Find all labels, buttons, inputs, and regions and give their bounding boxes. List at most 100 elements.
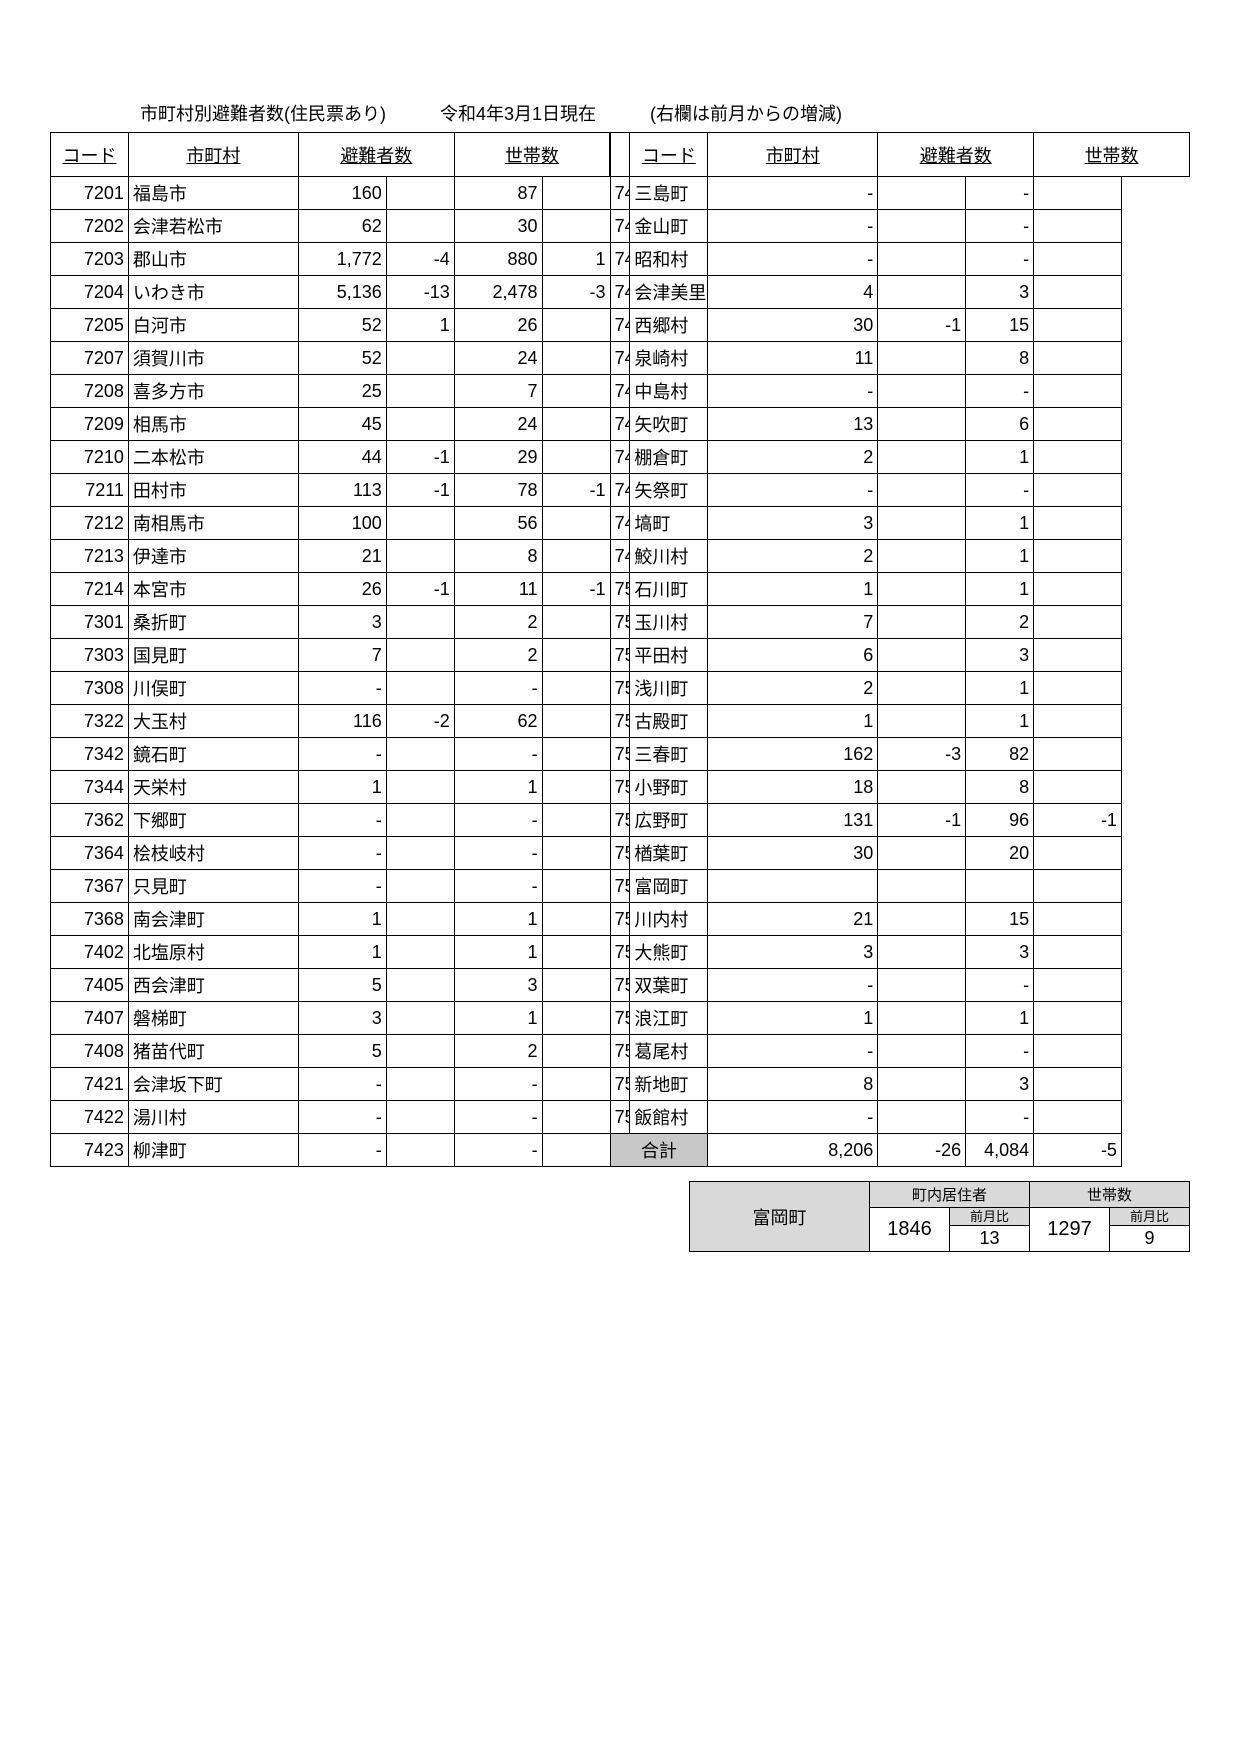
header-row: コード 市町村 避難者数 世帯数 コード 市町村 避難者数 世帯数 (51, 133, 1190, 177)
name-cell: 白河市 (128, 309, 298, 342)
house-cell: - (966, 1101, 1034, 1134)
evac-cell: - (708, 243, 878, 276)
name-cell: 只見町 (128, 870, 298, 903)
code-cell: 7301 (51, 606, 129, 639)
evac-cell: 116 (298, 705, 386, 738)
name-cell: 広野町 (630, 804, 708, 837)
evac-cell: 160 (298, 177, 386, 210)
evac-cell: 25 (298, 375, 386, 408)
table-row: 7342鏡石町--7521三春町162-382 (51, 738, 1190, 771)
name-cell: 田村市 (128, 474, 298, 507)
name-cell: 西郷村 (630, 309, 708, 342)
evacuee-table: コード 市町村 避難者数 世帯数 コード 市町村 避難者数 世帯数 7201福島… (50, 132, 1190, 1167)
code-cell: 7405 (51, 969, 129, 1002)
evac-diff-cell (878, 606, 966, 639)
house-cell: 1 (454, 771, 542, 804)
evac-diff-cell (386, 1134, 454, 1167)
evac-diff-cell: -4 (386, 243, 454, 276)
hdr-evac-r: 避難者数 (878, 133, 1034, 177)
table-row: 7203郡山市1,772-488017446昭和村-- (51, 243, 1190, 276)
code-cell: 7501 (610, 573, 630, 606)
name-cell: 浪江町 (630, 1002, 708, 1035)
name-cell: 国見町 (128, 639, 298, 672)
house-diff-cell (1034, 870, 1122, 903)
code-cell: 7308 (51, 672, 129, 705)
evac-cell: - (708, 375, 878, 408)
table-row: 7214本宮市26-111-17501石川町11 (51, 573, 1190, 606)
name-cell: 三春町 (630, 738, 708, 771)
house-cell: - (966, 210, 1034, 243)
name-cell: 塙町 (630, 507, 708, 540)
code-cell: 7484 (610, 540, 630, 573)
evac-cell: 1,772 (298, 243, 386, 276)
house-cell: 3 (454, 969, 542, 1002)
total-evac: 8,206 (708, 1134, 878, 1167)
house-cell: 78 (454, 474, 542, 507)
name-cell: 桧枝岐村 (128, 837, 298, 870)
evac-cell: 3 (298, 1002, 386, 1035)
house-diff-cell: -1 (542, 573, 610, 606)
name-cell: 猪苗代町 (128, 1035, 298, 1068)
total-label: 合計 (610, 1134, 708, 1167)
evac-cell: - (708, 969, 878, 1002)
evac-diff-cell (386, 507, 454, 540)
code-cell: 7504 (610, 672, 630, 705)
name-cell: 会津美里町 (630, 276, 708, 309)
house-diff-cell (1034, 507, 1122, 540)
evac-diff-cell (386, 540, 454, 573)
table-row: 7209相馬市45247466矢吹町136 (51, 408, 1190, 441)
table-row: 7402北塩原村117545大熊町33 (51, 936, 1190, 969)
evac-diff-cell (386, 177, 454, 210)
house-diff-cell (1034, 375, 1122, 408)
code-cell: 7522 (610, 771, 630, 804)
house-cell: 1 (966, 507, 1034, 540)
evac-diff-cell (878, 408, 966, 441)
house-diff-cell (542, 969, 610, 1002)
evac-cell: 7 (708, 606, 878, 639)
code-cell: 7364 (51, 837, 129, 870)
name-cell: 本宮市 (128, 573, 298, 606)
name-cell: 桑折町 (128, 606, 298, 639)
house-diff-cell (1034, 1035, 1122, 1068)
name-cell: 会津若松市 (128, 210, 298, 243)
table-row: 7422湯川村--7564飯館村-- (51, 1101, 1190, 1134)
house-diff-cell (542, 804, 610, 837)
house-diff-cell (1034, 837, 1122, 870)
name-cell: 浅川町 (630, 672, 708, 705)
hdr-house-l: 世帯数 (454, 133, 610, 177)
house-diff-cell (542, 870, 610, 903)
evac-cell (708, 870, 878, 903)
house-diff-cell (1034, 210, 1122, 243)
evac-diff-cell (386, 408, 454, 441)
evac-cell: - (708, 210, 878, 243)
house-diff-cell (542, 606, 610, 639)
evac-diff-cell (386, 1002, 454, 1035)
house-diff-cell (1034, 771, 1122, 804)
evac-cell: - (298, 804, 386, 837)
evac-diff-cell (386, 969, 454, 1002)
evac-cell: - (298, 1134, 386, 1167)
summary-prev-label-2: 前月比 (1110, 1208, 1189, 1226)
house-cell: - (454, 1101, 542, 1134)
house-diff-cell (1034, 606, 1122, 639)
code-cell: 7421 (51, 1068, 129, 1101)
evac-cell: 1 (298, 936, 386, 969)
name-cell: 湯川村 (128, 1101, 298, 1134)
table-row: 7202会津若松市62307445金山町-- (51, 210, 1190, 243)
code-cell: 7445 (610, 210, 630, 243)
name-cell: 二本松市 (128, 441, 298, 474)
house-diff-cell (542, 771, 610, 804)
evac-diff-cell (878, 1002, 966, 1035)
house-diff-cell (542, 705, 610, 738)
house-diff-cell: -1 (542, 474, 610, 507)
evac-cell: 18 (708, 771, 878, 804)
house-cell: - (454, 1068, 542, 1101)
table-row: 7210二本松市44-1297481棚倉町21 (51, 441, 1190, 474)
code-cell: 7368 (51, 903, 129, 936)
house-diff-cell (1034, 243, 1122, 276)
evac-diff-cell (878, 276, 966, 309)
code-cell: 7544 (610, 903, 630, 936)
evac-diff-cell (386, 1035, 454, 1068)
evac-cell: 21 (298, 540, 386, 573)
code-cell: 7446 (610, 243, 630, 276)
